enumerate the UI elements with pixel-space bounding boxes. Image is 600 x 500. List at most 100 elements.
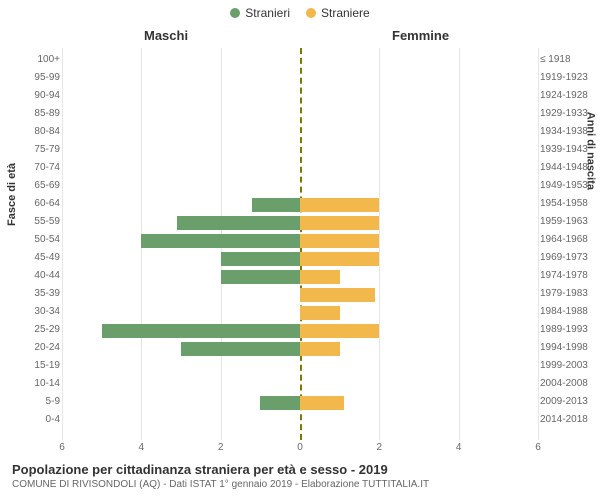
column-header-female: Femmine — [392, 28, 449, 43]
age-label: 35-39 — [26, 289, 60, 299]
gridline — [538, 48, 539, 440]
birth-year-label: 2004-2008 — [540, 379, 596, 389]
bar-row — [62, 90, 538, 104]
age-label: 70-74 — [26, 163, 60, 173]
chart-container: Stranieri Straniere Maschi Femmine Fasce… — [0, 0, 600, 500]
bar-row — [62, 54, 538, 68]
age-label: 0-4 — [26, 415, 60, 425]
birth-year-label: 1989-1993 — [540, 325, 596, 335]
bar-row — [62, 288, 538, 302]
birth-year-label: 1979-1983 — [540, 289, 596, 299]
bar-row — [62, 180, 538, 194]
birth-year-label: 1919-1923 — [540, 73, 596, 83]
plot-area — [62, 48, 538, 440]
bar-male — [221, 252, 300, 266]
bar-male — [177, 216, 300, 230]
bar-female — [300, 216, 379, 230]
x-tick: 0 — [297, 442, 303, 453]
legend: Stranieri Straniere — [0, 0, 600, 20]
age-label: 40-44 — [26, 271, 60, 281]
age-label: 90-94 — [26, 91, 60, 101]
bar-row — [62, 252, 538, 266]
chart-title: Popolazione per cittadinanza straniera p… — [12, 462, 429, 477]
age-label: 95-99 — [26, 73, 60, 83]
birth-year-label: 2014-2018 — [540, 415, 596, 425]
bar-row — [62, 396, 538, 410]
bar-row — [62, 108, 538, 122]
bar-row — [62, 342, 538, 356]
birth-year-label: 1984-1988 — [540, 307, 596, 317]
column-header-male: Maschi — [144, 28, 188, 43]
bar-female — [300, 396, 344, 410]
bar-row — [62, 162, 538, 176]
legend-dot-male — [230, 8, 240, 18]
x-tick: 4 — [456, 442, 462, 453]
y-axis-label-left: Fasce di età — [6, 163, 18, 226]
bar-row — [62, 72, 538, 86]
age-label: 25-29 — [26, 325, 60, 335]
age-label: 30-34 — [26, 307, 60, 317]
bar-female — [300, 234, 379, 248]
age-label: 20-24 — [26, 343, 60, 353]
bar-female — [300, 288, 375, 302]
age-label: 50-54 — [26, 235, 60, 245]
bar-row — [62, 306, 538, 320]
bar-female — [300, 198, 379, 212]
age-label: 65-69 — [26, 181, 60, 191]
bar-row — [62, 198, 538, 212]
legend-item-male: Stranieri — [230, 6, 290, 20]
birth-year-label: 1974-1978 — [540, 271, 596, 281]
age-label: 5-9 — [26, 397, 60, 407]
bar-row — [62, 270, 538, 284]
birth-year-label: 1954-1958 — [540, 199, 596, 209]
age-label: 45-49 — [26, 253, 60, 263]
age-label: 60-64 — [26, 199, 60, 209]
x-tick: 2 — [218, 442, 224, 453]
bar-row — [62, 216, 538, 230]
bar-male — [141, 234, 300, 248]
birth-year-label: 1929-1933 — [540, 109, 596, 119]
birth-year-label: 1939-1943 — [540, 145, 596, 155]
birth-year-label: 1969-1973 — [540, 253, 596, 263]
bar-row — [62, 324, 538, 338]
x-tick: 6 — [535, 442, 541, 453]
bar-row — [62, 414, 538, 428]
legend-dot-female — [306, 8, 316, 18]
birth-year-label: 1944-1948 — [540, 163, 596, 173]
legend-label-female: Straniere — [321, 6, 370, 20]
age-label: 100+ — [26, 55, 60, 65]
bar-male — [102, 324, 300, 338]
birth-year-label: 2009-2013 — [540, 397, 596, 407]
bar-male — [181, 342, 300, 356]
bar-male — [221, 270, 300, 284]
birth-year-label: 1964-1968 — [540, 235, 596, 245]
bar-female — [300, 324, 379, 338]
bar-female — [300, 342, 340, 356]
birth-year-label: 1959-1963 — [540, 217, 596, 227]
chart-subtitle: COMUNE DI RIVISONDOLI (AQ) - Dati ISTAT … — [12, 479, 429, 490]
bar-female — [300, 252, 379, 266]
chart-footer: Popolazione per cittadinanza straniera p… — [12, 462, 429, 490]
bar-row — [62, 234, 538, 248]
birth-year-label: ≤ 1918 — [540, 55, 596, 65]
legend-item-female: Straniere — [306, 6, 370, 20]
bar-male — [260, 396, 300, 410]
age-label: 55-59 — [26, 217, 60, 227]
x-tick: 4 — [139, 442, 145, 453]
bar-row — [62, 126, 538, 140]
legend-label-male: Stranieri — [245, 6, 290, 20]
bar-male — [252, 198, 300, 212]
age-label: 10-14 — [26, 379, 60, 389]
bar-row — [62, 144, 538, 158]
birth-year-label: 1994-1998 — [540, 343, 596, 353]
age-label: 80-84 — [26, 127, 60, 137]
birth-year-label: 1999-2003 — [540, 361, 596, 371]
birth-year-label: 1949-1953 — [540, 181, 596, 191]
age-label: 85-89 — [26, 109, 60, 119]
bar-female — [300, 306, 340, 320]
birth-year-label: 1924-1928 — [540, 91, 596, 101]
age-label: 15-19 — [26, 361, 60, 371]
bar-row — [62, 378, 538, 392]
bar-female — [300, 270, 340, 284]
age-label: 75-79 — [26, 145, 60, 155]
